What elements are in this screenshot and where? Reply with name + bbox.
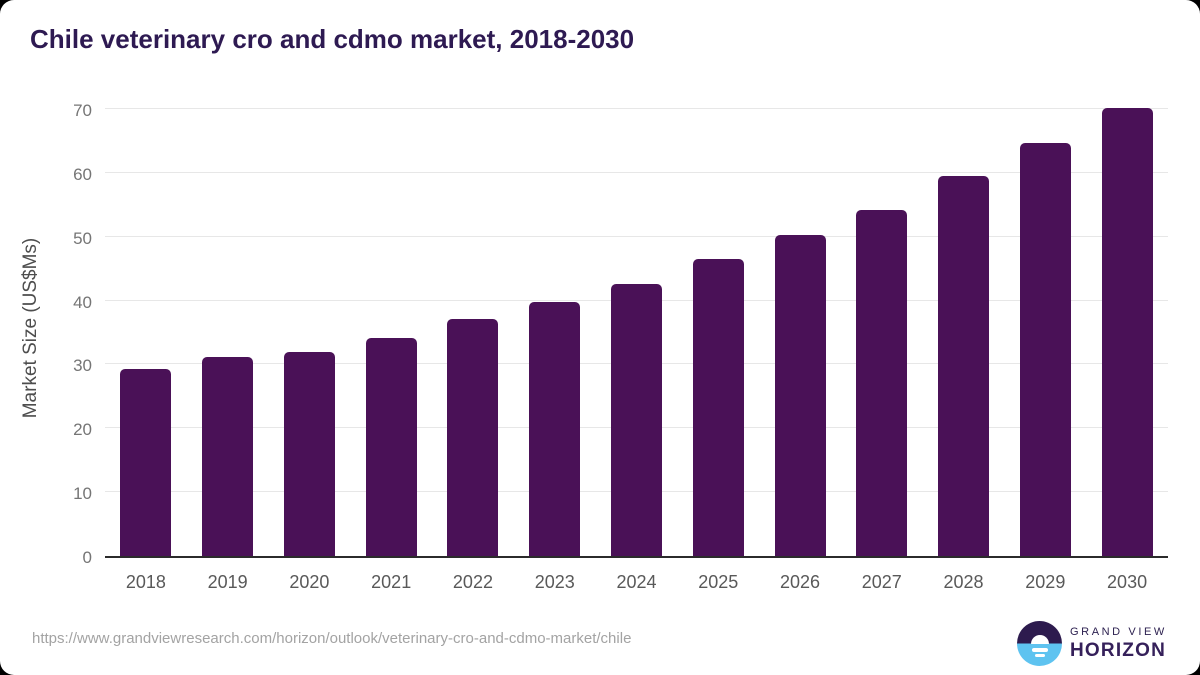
bar-2029 (1019, 143, 1071, 556)
bar-2020 (283, 351, 335, 556)
x-tick-label: 2030 (1107, 572, 1148, 592)
y-tick-label: 70 (73, 101, 92, 120)
x-tick-label: 2023 (534, 572, 575, 592)
x-tick-label: 2025 (698, 572, 739, 592)
y-tick-label: 30 (73, 356, 92, 376)
bar-2021 (365, 337, 417, 556)
gridline (105, 235, 1168, 237)
logo-product-name: HORIZON (1070, 639, 1167, 661)
gridline (105, 108, 1168, 109)
bar-2018 (120, 368, 172, 556)
source-url: https://www.grandviewresearch.com/horizo… (32, 630, 632, 647)
sunrise-circle-icon (1017, 621, 1062, 666)
x-axis-labels: 2018 2019 2020 2021 2022 2023 2024 2025 2026 2027… (105, 572, 1168, 593)
sun-reflection-bar (1031, 648, 1048, 652)
x-tick-label: 2019 (207, 572, 248, 592)
bar-series (105, 96, 1168, 556)
logo-brand-name: GRAND VIEW (1070, 625, 1167, 638)
x-tick-label: 2026 (779, 572, 821, 592)
sun-icon (1030, 634, 1049, 644)
x-tick-label: 2027 (861, 572, 902, 592)
bar-2022 (447, 319, 499, 556)
gridline (105, 171, 1168, 173)
x-tick-label: 2028 (943, 572, 984, 592)
grand-view-horizon-logo: GRAND VIEW HORIZON (1017, 621, 1167, 666)
y-tick-label: 0 (82, 548, 92, 567)
y-tick-label: 50 (73, 228, 92, 248)
y-tick-label: 20 (73, 420, 92, 440)
x-tick-label: 2021 (371, 572, 412, 592)
y-tick-label: 10 (73, 484, 92, 504)
logo-text: GRAND VIEW HORIZON (1070, 626, 1167, 662)
x-tick-label: 2020 (289, 572, 330, 592)
bar-2030 (1101, 108, 1153, 556)
plot-area (105, 96, 1168, 558)
y-tick-label: 40 (73, 292, 92, 312)
bar-2027 (856, 209, 908, 556)
bar-2026 (774, 234, 826, 556)
sun-reflection-bar (1034, 654, 1045, 657)
x-tick-label: 2018 (125, 572, 166, 592)
bar-2028 (938, 176, 990, 556)
bar-2019 (202, 356, 254, 556)
bar-2024 (610, 283, 662, 556)
y-axis-labels: 0 10 20 30 40 50 60 70 (0, 0, 92, 675)
page-title: Chile veterinary cro and cdmo market, 20… (30, 24, 635, 54)
y-tick-label: 60 (73, 164, 92, 184)
x-tick-label: 2024 (616, 572, 657, 592)
bar-2025 (692, 259, 744, 556)
bar-2023 (529, 301, 581, 556)
x-tick-label: 2029 (1025, 572, 1066, 592)
x-tick-label: 2022 (452, 572, 493, 592)
